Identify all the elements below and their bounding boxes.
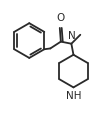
Text: N: N xyxy=(68,31,76,41)
Text: NH: NH xyxy=(66,91,82,101)
Text: O: O xyxy=(56,13,65,23)
